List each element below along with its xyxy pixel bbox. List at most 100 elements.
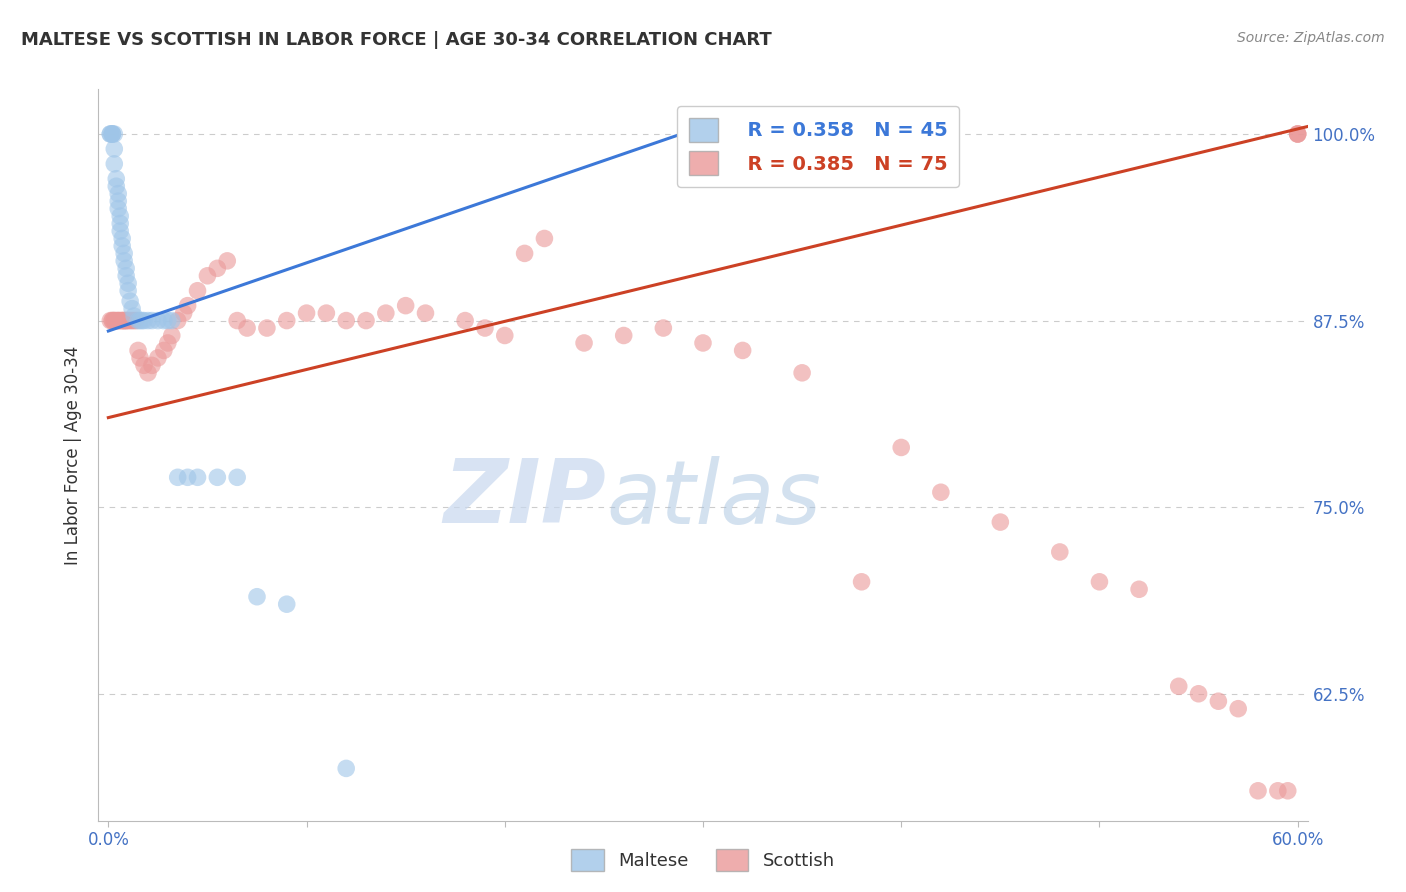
Point — [122, 309, 145, 323]
Legend: Maltese, Scottish: Maltese, Scottish — [564, 842, 842, 879]
Point — [105, 313, 128, 327]
Point — [110, 209, 132, 223]
Point — [112, 313, 135, 327]
Point — [105, 171, 128, 186]
Point — [276, 313, 298, 327]
Point — [115, 261, 138, 276]
Point — [110, 313, 132, 327]
Point — [374, 306, 396, 320]
Point — [115, 313, 138, 327]
Point — [107, 186, 129, 201]
Point — [533, 231, 555, 245]
Point — [121, 313, 143, 327]
Point — [129, 351, 152, 365]
Point — [1088, 574, 1111, 589]
Point — [1286, 127, 1309, 141]
Point — [98, 127, 121, 141]
Point — [111, 313, 134, 327]
Point — [107, 194, 129, 209]
Point — [395, 299, 418, 313]
Point — [890, 441, 912, 455]
Point — [153, 343, 176, 358]
Point — [115, 268, 138, 283]
Point — [110, 224, 132, 238]
Point — [120, 313, 142, 327]
Point — [354, 313, 377, 327]
Point — [1286, 127, 1309, 141]
Point — [107, 202, 129, 216]
Point — [111, 239, 134, 253]
Point — [101, 313, 124, 327]
Point — [125, 313, 148, 327]
Point — [107, 313, 129, 327]
Point — [103, 142, 125, 156]
Point — [141, 313, 163, 327]
Point — [166, 313, 188, 327]
Point — [315, 306, 337, 320]
Point — [103, 313, 125, 327]
Point — [129, 313, 152, 327]
Point — [132, 359, 155, 373]
Point — [105, 179, 128, 194]
Point — [513, 246, 536, 260]
Point — [226, 313, 249, 327]
Point — [98, 127, 121, 141]
Point — [1208, 694, 1230, 708]
Point — [207, 470, 229, 484]
Point — [494, 328, 516, 343]
Point — [1277, 784, 1299, 798]
Legend:   R = 0.358   N = 45,   R = 0.385   N = 75: R = 0.358 N = 45, R = 0.385 N = 75 — [678, 106, 959, 186]
Point — [160, 313, 183, 327]
Point — [1049, 545, 1071, 559]
Point — [111, 231, 134, 245]
Point — [1286, 127, 1309, 141]
Point — [929, 485, 952, 500]
Point — [112, 246, 135, 260]
Point — [176, 470, 198, 484]
Point — [101, 127, 124, 141]
Point — [112, 313, 135, 327]
Point — [454, 313, 477, 327]
Point — [117, 284, 139, 298]
Point — [276, 597, 298, 611]
Point — [120, 294, 142, 309]
Point — [186, 470, 208, 484]
Point — [101, 313, 124, 327]
Point — [572, 335, 595, 350]
Point — [103, 313, 125, 327]
Point — [335, 761, 357, 775]
Point — [217, 253, 239, 268]
Point — [117, 313, 139, 327]
Point — [153, 313, 176, 327]
Point — [692, 335, 714, 350]
Point — [1267, 784, 1289, 798]
Point — [1247, 784, 1270, 798]
Point — [122, 313, 145, 327]
Point — [103, 127, 125, 141]
Point — [613, 328, 636, 343]
Point — [112, 253, 135, 268]
Point — [851, 574, 873, 589]
Text: atlas: atlas — [606, 456, 821, 541]
Point — [1187, 687, 1209, 701]
Point — [103, 157, 125, 171]
Point — [197, 268, 219, 283]
Point — [136, 366, 159, 380]
Point — [101, 127, 124, 141]
Point — [295, 306, 318, 320]
Point — [110, 217, 132, 231]
Point — [176, 299, 198, 313]
Point — [132, 313, 155, 327]
Point — [146, 351, 169, 365]
Point — [111, 313, 134, 327]
Point — [166, 470, 188, 484]
Point — [1167, 679, 1189, 693]
Point — [256, 321, 278, 335]
Point — [121, 301, 143, 316]
Point — [246, 590, 269, 604]
Text: ZIP: ZIP — [443, 455, 606, 542]
Point — [790, 366, 813, 380]
Point — [1227, 701, 1250, 715]
Point — [186, 284, 208, 298]
Point — [652, 321, 675, 335]
